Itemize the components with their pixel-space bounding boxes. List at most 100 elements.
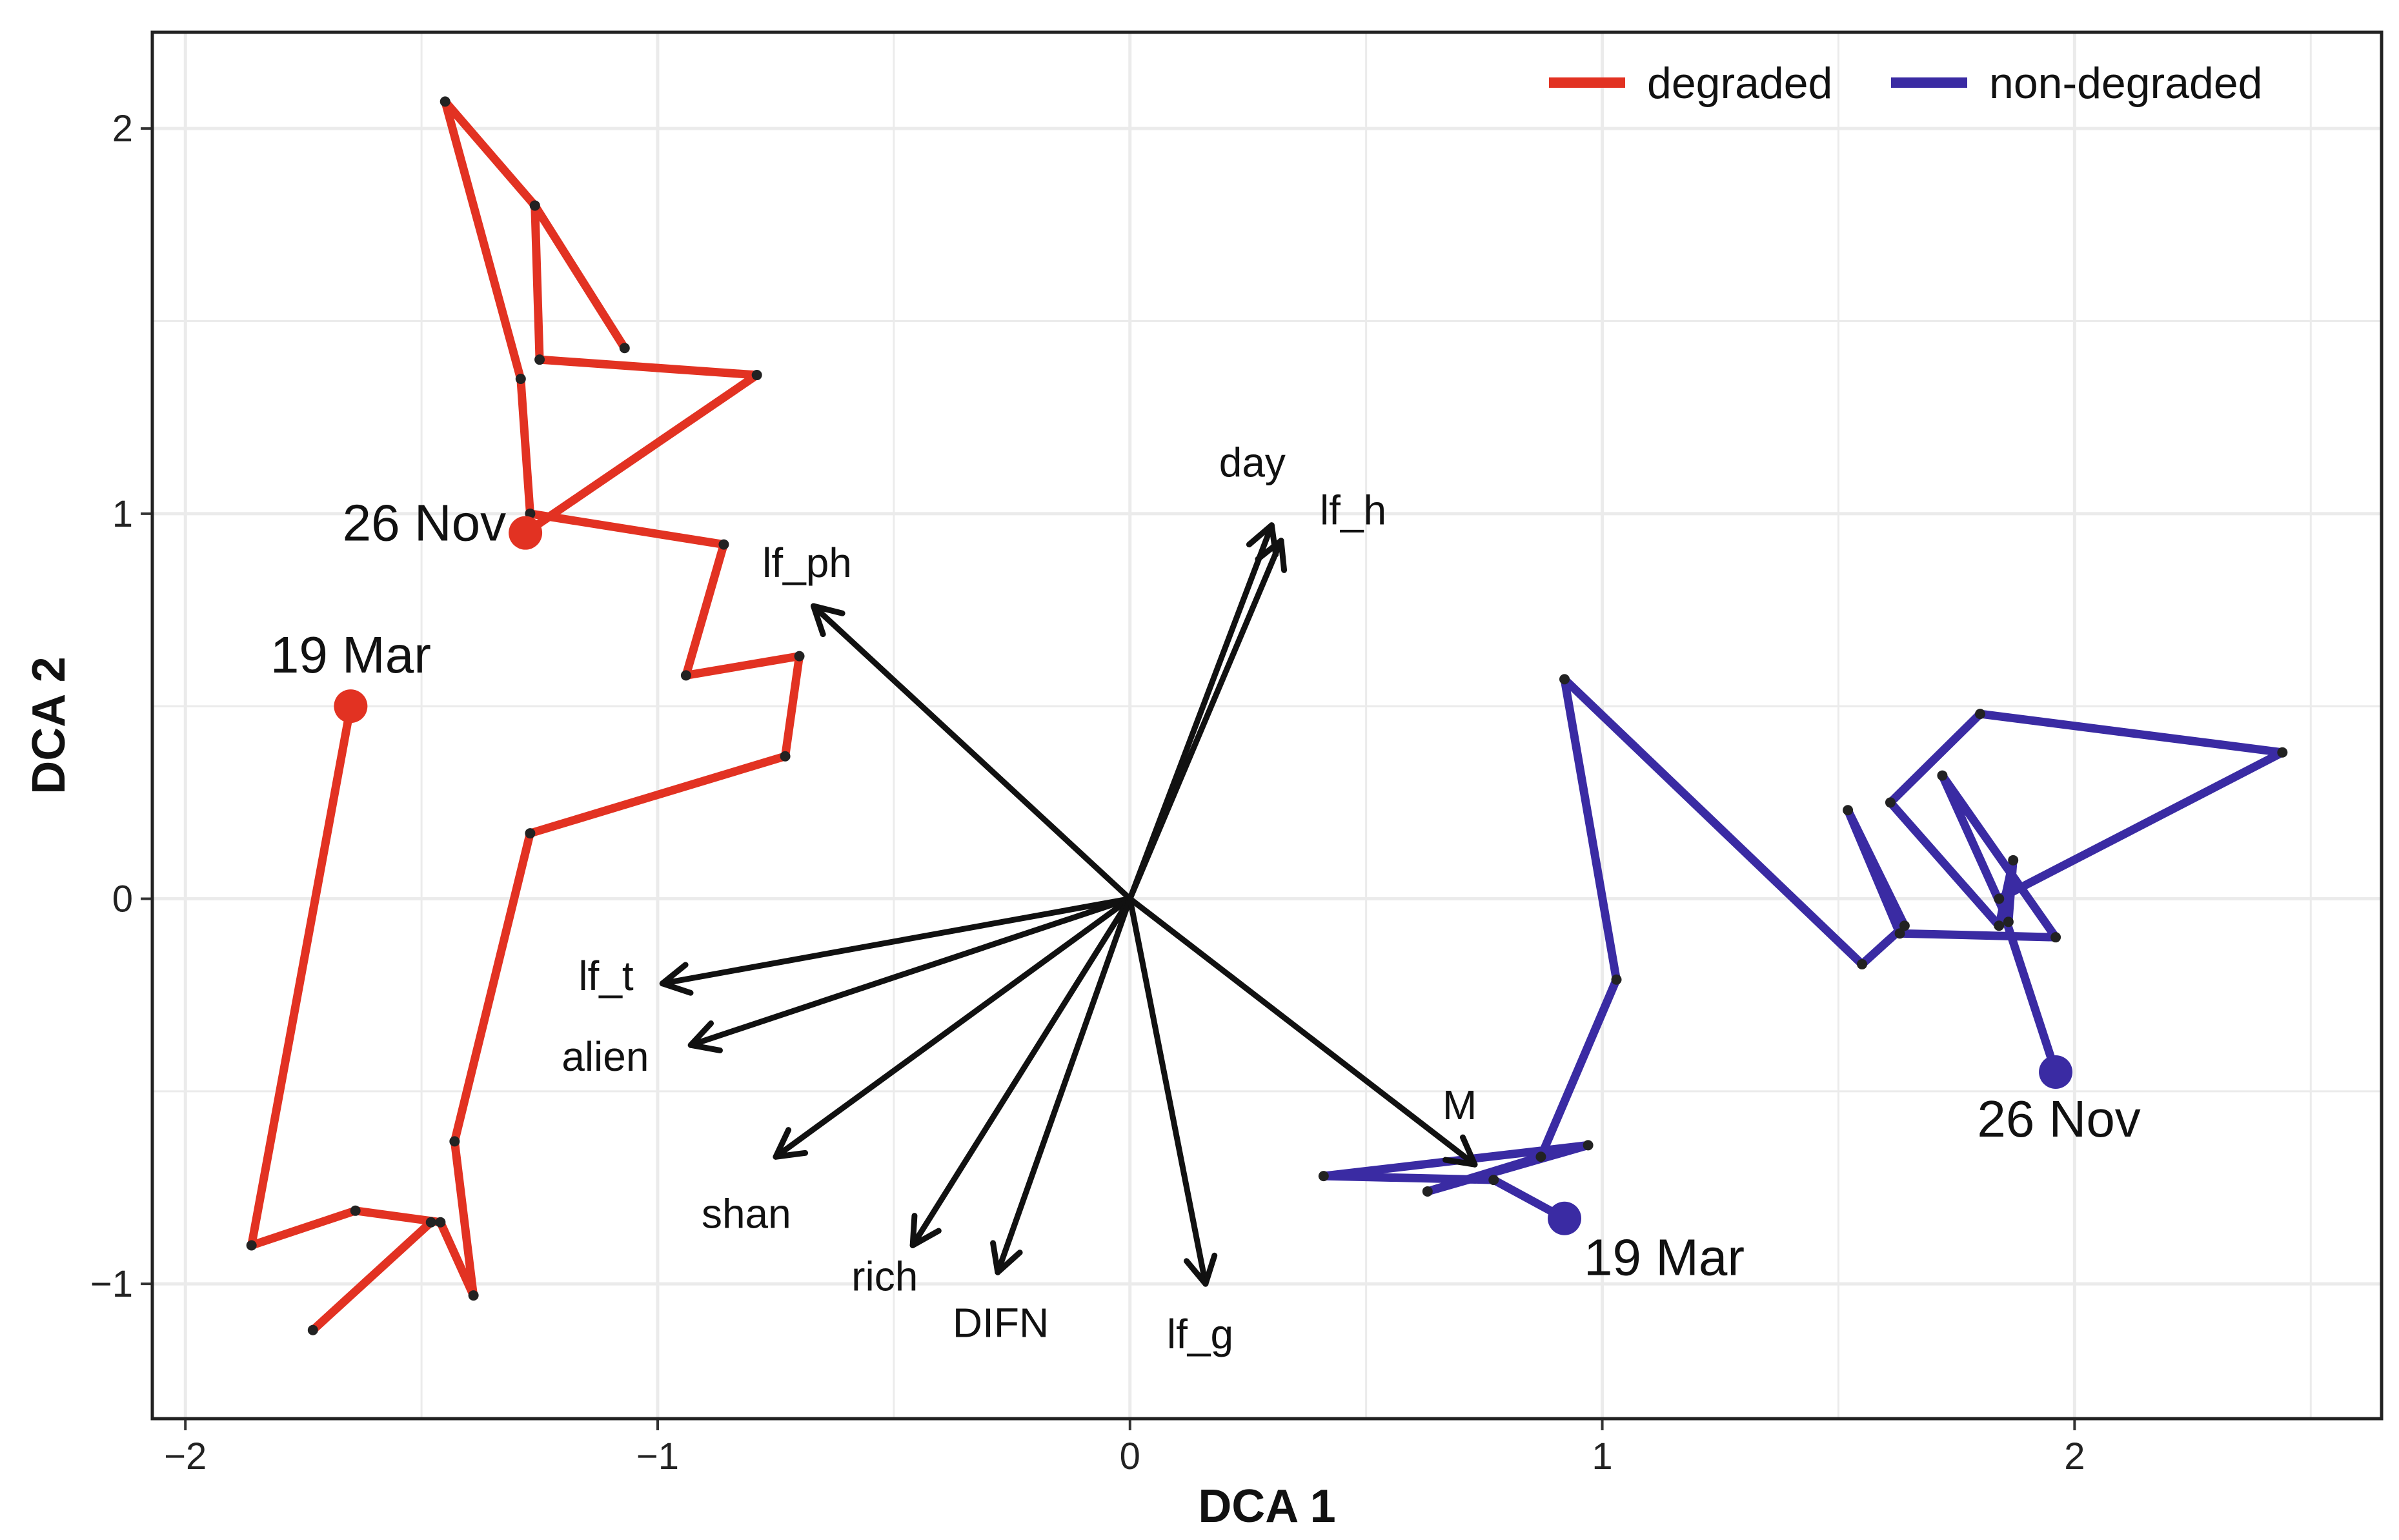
- data-point: [525, 828, 536, 839]
- data-point: [1535, 1151, 1546, 1162]
- start-label-non-degraded: 19 Mar: [1584, 1229, 1745, 1286]
- data-point: [1994, 893, 2005, 904]
- vector-arrowhead-lf_ph: [810, 603, 845, 638]
- vector-line-lf_g: [1127, 896, 1209, 1287]
- vector-line-lf_t: [659, 896, 1133, 987]
- data-point: [449, 1136, 460, 1147]
- data-point: [619, 343, 630, 354]
- vector-label-alien: alien: [562, 1033, 649, 1080]
- x-axis-title: DCA 1: [1198, 1481, 1335, 1532]
- trajectory-segment-degraded: [309, 1218, 436, 1335]
- vector-lf_g: lf_g: [1127, 896, 1233, 1357]
- y-tick-label: 0: [112, 878, 133, 920]
- data-point: [425, 1217, 436, 1228]
- data-point: [1885, 797, 1896, 808]
- data-point: [2050, 932, 2061, 943]
- data-point: [468, 1290, 479, 1301]
- y-axis-title: DCA 2: [23, 656, 75, 794]
- vector-line-shan: [773, 896, 1133, 1160]
- data-point: [2008, 855, 2019, 866]
- data-point: [1994, 920, 2005, 931]
- vector-label-day: day: [1219, 440, 1286, 486]
- data-point: [718, 539, 729, 550]
- data-point: [2277, 747, 2288, 758]
- data-point: [1974, 709, 1985, 720]
- vector-shan: shan: [702, 896, 1133, 1237]
- legend-label-degraded: degraded: [1647, 59, 1832, 108]
- vector-line-lf_h: [1127, 538, 1284, 902]
- start-label-degraded: 19 Mar: [270, 626, 431, 684]
- vector-label-DIFN: DIFN: [953, 1299, 1049, 1346]
- start-marker-non-degraded: [1548, 1201, 1582, 1235]
- series-degraded: [246, 96, 805, 1335]
- x-tick-label: 2: [2064, 1435, 2085, 1477]
- data-point: [780, 751, 791, 762]
- end-marker-degraded: [509, 516, 543, 550]
- data-point: [1857, 958, 1868, 969]
- data-point: [350, 1205, 361, 1216]
- vector-label-lf_t: lf_t: [578, 953, 634, 999]
- vector-line-M: [1127, 896, 1478, 1168]
- end-marker-non-degraded: [2039, 1055, 2073, 1089]
- data-point: [307, 1324, 318, 1335]
- data-point: [1843, 805, 1854, 816]
- vector-rich: rich: [851, 896, 1133, 1300]
- vector-DIFN: DIFN: [953, 896, 1133, 1346]
- end-label-degraded: 26 Nov: [343, 494, 506, 552]
- vector-line-lf_ph: [810, 603, 1133, 902]
- data-point: [794, 651, 805, 662]
- data-point: [1422, 1186, 1433, 1197]
- data-point: [1559, 674, 1570, 685]
- vector-label-rich: rich: [851, 1253, 918, 1300]
- vector-arrowhead-lf_t: [659, 962, 694, 996]
- panel-border: [150, 30, 2384, 1421]
- x-tick-label: 1: [1592, 1435, 1612, 1477]
- vector-line-rich: [909, 896, 1133, 1248]
- trajectory-line-degraded: [247, 97, 804, 1300]
- vector-label-lf_h: lf_h: [1320, 487, 1386, 534]
- data-point: [1488, 1175, 1499, 1186]
- vector-label-shan: shan: [702, 1190, 791, 1237]
- vector-M: M: [1127, 896, 1478, 1168]
- data-point: [435, 1217, 446, 1228]
- data-point: [1318, 1171, 1329, 1182]
- vector-alien: alien: [562, 896, 1133, 1080]
- data-point: [2003, 917, 2014, 927]
- vector-label-M: M: [1442, 1082, 1477, 1128]
- vector-arrowhead-lf_g: [1183, 1252, 1218, 1287]
- vector-lf_t: lf_t: [578, 896, 1133, 999]
- vector-label-lf_g: lf_g: [1167, 1311, 1233, 1357]
- end-label-non-degraded: 26 Nov: [1977, 1090, 2140, 1148]
- vector-lf_ph: lf_ph: [762, 540, 1133, 902]
- data-point: [515, 374, 526, 384]
- data-point: [1899, 920, 1910, 931]
- data-point: [246, 1240, 257, 1251]
- data-point: [680, 670, 691, 681]
- series-non-degraded: [1318, 674, 2288, 1235]
- vector-line-DIFN: [995, 896, 1133, 1275]
- legend: degraded non-degraded: [1549, 59, 2262, 108]
- vector-arrowhead-shan: [773, 1127, 809, 1160]
- y-tick-label: −1: [90, 1263, 133, 1305]
- vector-arrowhead-alien: [687, 1020, 723, 1053]
- x-tick-label: 0: [1120, 1435, 1140, 1477]
- vector-label-lf_ph: lf_ph: [762, 540, 852, 586]
- data-point: [1894, 928, 1905, 939]
- data-point: [525, 508, 536, 519]
- vector-lf_h: lf_h: [1127, 487, 1386, 902]
- data-point: [751, 370, 762, 381]
- vector-arrowhead-rich: [909, 1213, 942, 1248]
- x-tick-label: −1: [636, 1435, 679, 1477]
- vector-arrowhead-lf_h: [1255, 538, 1288, 573]
- axes: −2 −1 0 1 2 −1 0 1 2: [90, 108, 2085, 1477]
- y-tick-label: 1: [112, 493, 133, 535]
- y-tick-label: 2: [112, 108, 133, 150]
- data-point: [1937, 770, 1948, 781]
- vector-arrowhead-DIFN: [990, 1240, 1023, 1275]
- data-point: [529, 200, 540, 211]
- trajectory-line-non-degraded: [1319, 674, 2287, 1223]
- data-point: [440, 96, 450, 107]
